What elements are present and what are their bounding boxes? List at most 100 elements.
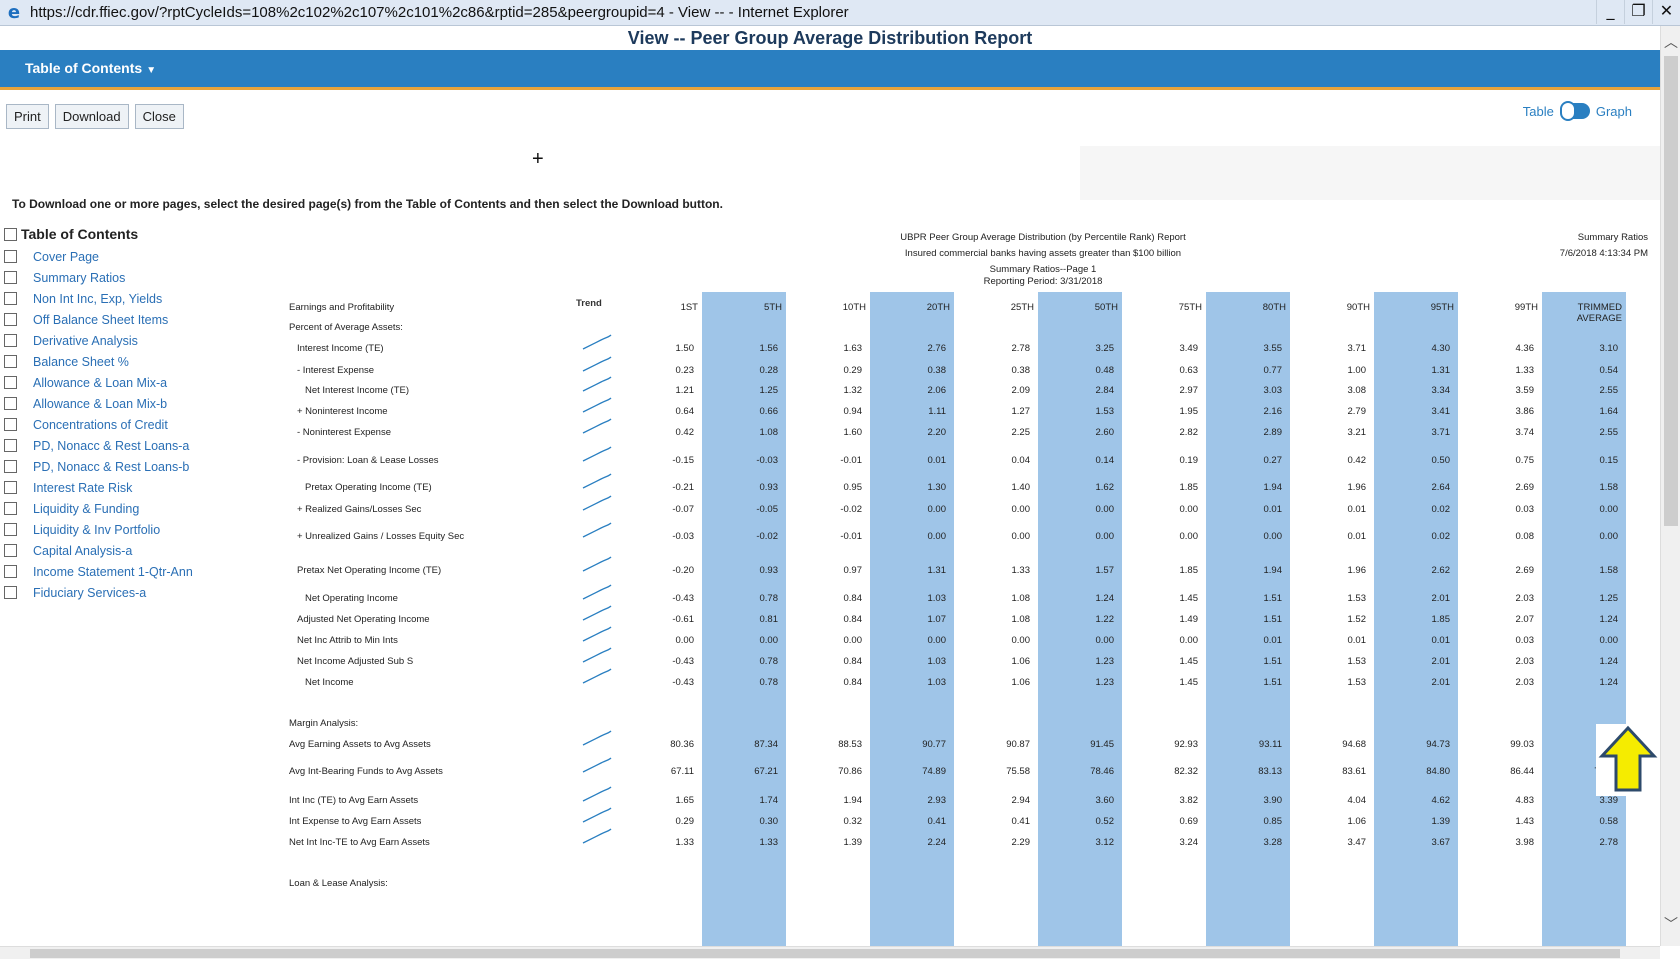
trend-sparkline-icon[interactable] — [581, 825, 613, 847]
view-switch[interactable] — [1559, 101, 1590, 121]
toc-item-link[interactable]: Concentrations of Credit — [33, 417, 168, 432]
vertical-scroll-thumb[interactable] — [1664, 56, 1678, 526]
toc-item-link[interactable]: Liquidity & Funding — [33, 501, 140, 516]
toc-item-checkbox[interactable] — [4, 502, 17, 515]
trend-sparkline-icon[interactable] — [581, 519, 613, 541]
trend-sparkline-icon[interactable] — [581, 602, 613, 624]
toc-item-link[interactable]: Off Balance Sheet Items — [33, 312, 169, 327]
toc-item-link[interactable]: Summary Ratios — [33, 270, 126, 285]
table-cell: 3.49 — [1179, 343, 1199, 354]
table-cell: 1.08 — [1011, 593, 1031, 604]
toc-item[interactable]: Liquidity & Inv Portfolio — [4, 519, 279, 540]
toc-item-checkbox[interactable] — [4, 439, 17, 452]
trend-sparkline-icon[interactable] — [581, 553, 613, 575]
toc-item[interactable]: PD, Nonacc & Rest Loans-b — [4, 456, 279, 477]
toc-item[interactable]: Fiduciary Services-a — [4, 582, 279, 603]
toc-item-link[interactable]: Fiduciary Services-a — [33, 585, 147, 600]
toc-item-link[interactable]: Allowance & Loan Mix-b — [33, 396, 168, 411]
trend-sparkline-icon[interactable] — [581, 754, 613, 776]
table-of-contents-menu[interactable]: Table of Contents ▼ — [25, 60, 156, 76]
trend-sparkline-icon[interactable] — [581, 415, 613, 437]
column-header: 95TH — [1430, 302, 1454, 313]
toc-item[interactable]: Balance Sheet % — [4, 351, 279, 372]
trend-sparkline-icon[interactable] — [581, 644, 613, 666]
toc-item-checkbox[interactable] — [4, 376, 17, 389]
toc-item[interactable]: Capital Analysis-a — [4, 540, 279, 561]
trend-sparkline-icon[interactable] — [581, 331, 613, 353]
toc-item-link[interactable]: Interest Rate Risk — [33, 480, 133, 495]
close-button[interactable]: Close — [134, 104, 184, 129]
restore-button[interactable]: ❐ — [1624, 0, 1652, 24]
toc-item-link[interactable]: Liquidity & Inv Portfolio — [33, 522, 161, 537]
trend-sparkline-icon[interactable] — [581, 623, 613, 645]
toc-item[interactable]: Cover Page — [4, 246, 279, 267]
trend-sparkline-icon[interactable] — [581, 373, 613, 395]
toc-item[interactable]: Non Int Inc, Exp, Yields — [4, 288, 279, 309]
toc-item-checkbox[interactable] — [4, 355, 17, 368]
download-button[interactable]: Download — [54, 104, 129, 129]
horizontal-scrollbar[interactable] — [0, 946, 1660, 959]
toc-item[interactable]: Allowance & Loan Mix-a — [4, 372, 279, 393]
toggle-graph-label[interactable]: Graph — [1595, 103, 1632, 119]
toc-item-checkbox[interactable] — [4, 397, 17, 410]
minimize-button[interactable]: _ — [1596, 0, 1624, 24]
close-window-button[interactable]: ✕ — [1652, 0, 1680, 24]
toggle-table-label[interactable]: Table — [1522, 103, 1554, 119]
toc-item-link[interactable]: PD, Nonacc & Rest Loans-b — [33, 459, 190, 474]
scroll-down-icon[interactable]: ﹀ — [1664, 917, 1678, 933]
toc-item-link[interactable]: PD, Nonacc & Rest Loans-a — [33, 438, 190, 453]
trend-sparkline-icon[interactable] — [581, 665, 613, 687]
horizontal-scroll-thumb[interactable] — [30, 949, 1620, 958]
toc-item[interactable]: Income Statement 1-Qtr-Ann — [4, 561, 279, 582]
trend-sparkline-icon[interactable] — [581, 443, 613, 465]
toc-item-link[interactable]: Capital Analysis-a — [33, 543, 133, 558]
toc-item-checkbox[interactable] — [4, 292, 17, 305]
toc-item-checkbox[interactable] — [4, 334, 17, 347]
toc-item[interactable]: PD, Nonacc & Rest Loans-a — [4, 435, 279, 456]
toc-item-checkbox[interactable] — [4, 460, 17, 473]
print-button[interactable]: Print — [6, 104, 49, 129]
toc-item-link[interactable]: Balance Sheet % — [33, 354, 129, 369]
trend-sparkline-icon[interactable] — [581, 783, 613, 805]
table-cell: 2.89 — [1263, 427, 1283, 438]
toc-item-link[interactable]: Non Int Inc, Exp, Yields — [33, 291, 163, 306]
trend-sparkline-icon[interactable] — [581, 581, 613, 603]
toc-item-checkbox[interactable] — [4, 565, 17, 578]
trend-sparkline-icon[interactable] — [581, 727, 613, 749]
toc-item-checkbox[interactable] — [4, 523, 17, 536]
table-cell: 0.64 — [675, 406, 695, 417]
toc-item-link[interactable]: Income Statement 1-Qtr-Ann — [33, 564, 193, 579]
trend-sparkline-icon[interactable] — [581, 804, 613, 826]
toc-item-checkbox[interactable] — [4, 313, 17, 326]
toc-item-checkbox[interactable] — [4, 544, 17, 557]
toc-item[interactable]: Off Balance Sheet Items — [4, 309, 279, 330]
toc-item-checkbox[interactable] — [4, 250, 17, 263]
toc-item-checkbox[interactable] — [4, 271, 17, 284]
table-cell: 1.52 — [1347, 614, 1367, 625]
toc-item[interactable]: Interest Rate Risk — [4, 477, 279, 498]
scroll-up-icon[interactable]: ︿ — [1664, 35, 1678, 51]
vertical-scrollbar[interactable]: ︿ ﹀ — [1660, 26, 1680, 946]
trend-sparkline-icon[interactable] — [581, 470, 613, 492]
toc-item[interactable]: Allowance & Loan Mix-b — [4, 393, 279, 414]
toc-item-link[interactable]: Cover Page — [33, 249, 100, 264]
toc-item[interactable]: Derivative Analysis — [4, 330, 279, 351]
toc-item[interactable]: Summary Ratios — [4, 267, 279, 288]
toc-item-link[interactable]: Allowance & Loan Mix-a — [33, 375, 168, 390]
table-cell: 1.65 — [675, 795, 695, 806]
toc-item-checkbox[interactable] — [4, 481, 17, 494]
report-header-line: Summary Ratios--Page 1 — [989, 264, 1097, 275]
table-cell: 4.62 — [1431, 795, 1451, 806]
trend-sparkline-icon[interactable] — [581, 492, 613, 514]
toc-item[interactable]: Liquidity & Funding — [4, 498, 279, 519]
trend-sparkline-icon[interactable] — [581, 394, 613, 416]
toc-item-checkbox[interactable] — [4, 586, 17, 599]
toc-item-link[interactable]: Derivative Analysis — [33, 333, 138, 348]
section-label: Margin Analysis: — [289, 718, 359, 729]
toc-item[interactable]: Concentrations of Credit — [4, 414, 279, 435]
trend-sparkline-icon[interactable] — [581, 353, 613, 375]
select-all-checkbox[interactable] — [4, 227, 17, 241]
scroll-to-top-button[interactable] — [1596, 724, 1660, 796]
table-cell: 1.30 — [927, 482, 947, 493]
toc-item-checkbox[interactable] — [4, 418, 17, 431]
